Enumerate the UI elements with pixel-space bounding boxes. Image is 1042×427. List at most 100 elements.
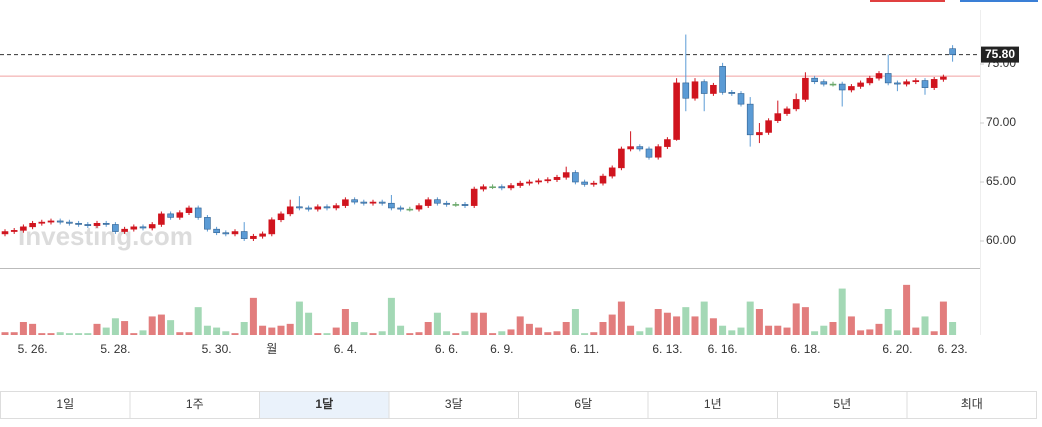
y-tick-label: 70.00: [986, 115, 1016, 129]
candle-body: [516, 182, 524, 186]
range-tab[interactable]: 1년: [647, 391, 778, 419]
tab-label: 1주: [186, 397, 204, 411]
volume-bar: [121, 321, 129, 335]
candle-body: [47, 220, 55, 223]
tab-bg: [906, 391, 1037, 419]
tab-label: 최대: [961, 397, 983, 411]
volume-bar: [56, 332, 64, 335]
volume-bar: [498, 331, 506, 335]
candle-body: [369, 201, 377, 204]
volume-bar: [857, 330, 865, 335]
candle-body: [857, 82, 864, 87]
watermark: Investing.com: [18, 221, 193, 251]
tab-bg: [518, 391, 649, 419]
x-tick-label: 6. 9.: [490, 342, 513, 356]
volume-bar: [949, 322, 957, 335]
volume-bar: [663, 312, 671, 335]
volume-bar: [139, 330, 147, 335]
volume-bar: [167, 320, 175, 335]
volume-bar: [599, 322, 607, 335]
range-tab[interactable]: 6달: [518, 391, 649, 419]
range-tab[interactable]: 1달: [259, 391, 390, 419]
candle-body: [1, 231, 9, 235]
candle-body: [75, 222, 82, 225]
top-button-edge: [870, 0, 945, 2]
candle-body: [259, 233, 266, 237]
x-tick-label: 6. 16.: [708, 342, 738, 356]
range-tab[interactable]: 5년: [777, 391, 908, 419]
candle-body: [507, 185, 515, 189]
candle-body: [756, 132, 763, 136]
candle-body: [774, 113, 782, 121]
candle-body: [673, 82, 680, 140]
candle-body: [691, 81, 699, 99]
volume-bar: [369, 333, 377, 335]
tab-bg: [0, 391, 131, 419]
volume-bar: [93, 323, 101, 335]
candle-body: [838, 83, 846, 91]
volume-bar: [176, 332, 184, 335]
volume-bar: [654, 309, 662, 335]
candle-body: [618, 148, 625, 169]
volume-bar: [185, 332, 193, 335]
volume-bar: [443, 331, 451, 335]
volume-bar: [387, 297, 395, 335]
volume-bar: [65, 333, 73, 335]
range-tab[interactable]: 1일: [0, 391, 131, 419]
volume-bar: [553, 331, 561, 335]
candle-body: [875, 73, 883, 79]
candle-body: [930, 79, 938, 88]
volume-bar: [838, 288, 846, 335]
volume-bar: [406, 333, 414, 335]
range-tab[interactable]: 1주: [129, 391, 260, 419]
candle-body: [434, 199, 441, 204]
range-tab[interactable]: 3달: [388, 391, 519, 419]
volume-bar: [102, 327, 110, 335]
volume-bar: [341, 309, 349, 335]
candle-body: [268, 219, 276, 235]
candle-body: [360, 201, 368, 204]
candle-body: [388, 202, 395, 209]
candle-body: [599, 175, 607, 184]
x-tick-label: 월: [266, 342, 277, 356]
volume-bar: [682, 307, 690, 335]
volume-bar: [617, 301, 625, 335]
volume-bar: [746, 301, 754, 335]
candle-body: [102, 222, 110, 225]
volume-bar: [755, 309, 763, 335]
range-tab[interactable]: 최대: [906, 391, 1037, 419]
volume-bar: [268, 327, 276, 335]
volume-bar: [820, 325, 828, 335]
candle-body: [710, 84, 717, 94]
volume-bar: [939, 301, 947, 335]
tab-label: 6달: [574, 397, 592, 411]
tab-bg: [777, 391, 908, 419]
volume-bar: [249, 297, 257, 335]
candle-body: [10, 230, 18, 232]
tab-label: 5년: [833, 397, 851, 411]
volume-bar: [277, 325, 285, 335]
candle-body: [645, 148, 653, 158]
candle-body: [121, 228, 128, 232]
range-tabs: 1일 1주 1달 3달 6달 1년 5년 최대: [0, 391, 1037, 419]
volume-bar: [286, 323, 294, 335]
candle-body: [415, 205, 423, 210]
candle-body: [802, 77, 809, 100]
volume-bar: [84, 333, 92, 335]
volume-bar: [415, 332, 423, 335]
volume-bar: [470, 312, 478, 335]
candle-body: [378, 201, 386, 204]
candle-body: [84, 224, 92, 226]
candle-body: [728, 92, 736, 94]
volume-bar: [19, 322, 27, 335]
volume-bar: [525, 323, 533, 335]
candle-body: [424, 199, 432, 206]
volume-bar: [194, 307, 202, 335]
candle-body: [406, 208, 414, 211]
candle-body: [654, 146, 662, 158]
candle-body: [461, 204, 469, 206]
volume-bar: [148, 316, 156, 335]
candle-body: [737, 93, 745, 105]
candle-body: [792, 99, 800, 110]
